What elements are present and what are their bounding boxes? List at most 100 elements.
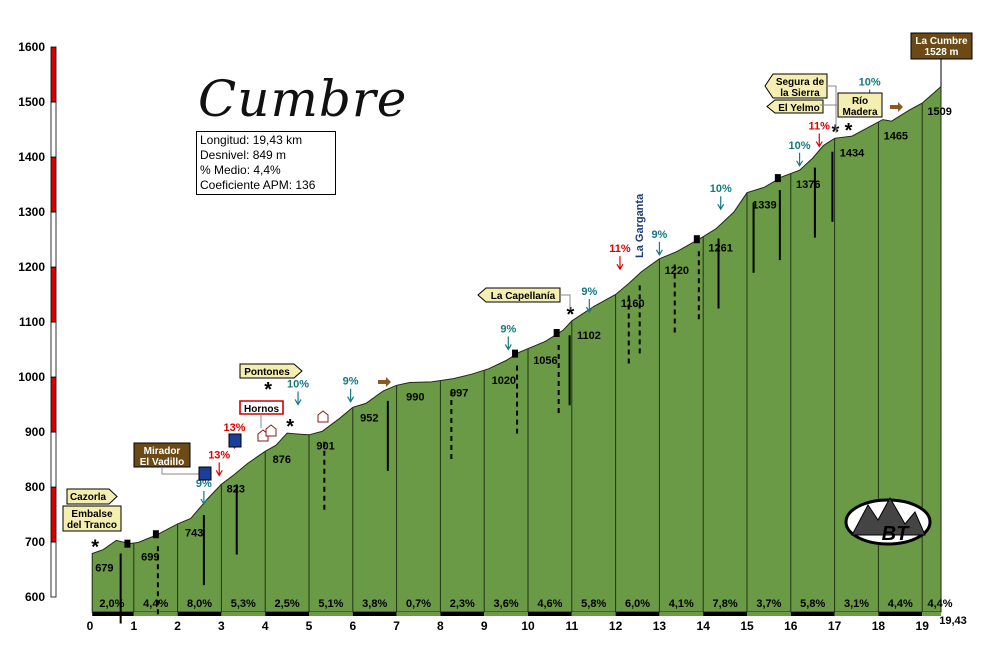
segment-grade-label: 8,0% bbox=[187, 598, 212, 610]
segment-grade-label: 4,1% bbox=[669, 598, 694, 610]
altitude-label: 876 bbox=[273, 454, 291, 466]
segment-grade-label: 7,8% bbox=[713, 598, 738, 610]
x-tick-label: 12 bbox=[609, 619, 623, 633]
altitude-label: 679 bbox=[95, 563, 113, 575]
stat-apm-coefficient: Coeficiente APM: 136 bbox=[200, 178, 316, 192]
altitude-label: 1465 bbox=[884, 130, 908, 142]
ramp-grade-label: 9% bbox=[500, 323, 516, 335]
ramp-grade-arrow bbox=[347, 388, 355, 403]
altitude-bar-segment bbox=[50, 266, 57, 323]
segment-grade-label: 5,8% bbox=[581, 598, 606, 610]
summit-star-icon: * bbox=[845, 120, 853, 142]
altitude-bar-segment bbox=[50, 101, 57, 158]
altitude-bar-segment bbox=[50, 376, 57, 433]
place-sign-label: El Yelmo bbox=[778, 103, 820, 114]
place-sign-label: Hornos bbox=[244, 404, 279, 415]
place-sign-shape bbox=[133, 442, 191, 468]
ramp-grade-label: 10% bbox=[859, 77, 881, 89]
segment-grade-label: 5,8% bbox=[800, 598, 825, 610]
segment-grade-label: 6,0% bbox=[625, 598, 650, 610]
place-sign-shape bbox=[766, 99, 824, 114]
y-tick-label: 600 bbox=[25, 590, 45, 604]
segment-grade-label: 2,3% bbox=[450, 598, 475, 610]
altitude-label: 743 bbox=[185, 527, 203, 539]
service-icon bbox=[198, 466, 212, 481]
base-strip-segment bbox=[615, 612, 660, 616]
segment-grade-label: 2,0% bbox=[99, 598, 124, 610]
ramp-grade-arrow bbox=[655, 241, 663, 257]
altitude-bar-segment bbox=[50, 211, 57, 268]
ramp-grade-arrow bbox=[796, 152, 804, 167]
summit-star-icon: * bbox=[286, 416, 294, 438]
place-sign-shape bbox=[62, 505, 122, 532]
x-tick-label: 13 bbox=[653, 619, 667, 633]
y-tick-label: 1400 bbox=[18, 150, 45, 164]
waypoint-flag-icon bbox=[553, 329, 560, 337]
altitude-label: 699 bbox=[141, 552, 159, 564]
sign-leader-line bbox=[161, 467, 200, 475]
ramp-grade-label: 13% bbox=[224, 422, 246, 434]
altitude-label: 1434 bbox=[840, 147, 865, 159]
segment-grade-label: 4,4% bbox=[927, 598, 952, 610]
ramp-grade-arrow bbox=[616, 256, 624, 271]
service-icon bbox=[228, 433, 242, 448]
ramp-grade-label: 10% bbox=[789, 140, 811, 152]
sign-leader-line bbox=[826, 85, 837, 133]
x-tick-label: 3 bbox=[218, 619, 225, 633]
altitude-label: 1261 bbox=[708, 242, 732, 254]
ramp-grade-arrow bbox=[215, 462, 223, 477]
y-tick-label: 800 bbox=[25, 480, 45, 494]
altitude-bar-segment bbox=[50, 321, 57, 378]
house-icon bbox=[317, 410, 329, 423]
ramp-grade-label: 10% bbox=[287, 378, 309, 390]
waypoint-flag-icon bbox=[693, 235, 700, 244]
sign-leader-line bbox=[560, 294, 571, 310]
base-strip-segment bbox=[177, 612, 222, 616]
y-tick-label: 700 bbox=[25, 535, 45, 549]
base-strip-segment bbox=[747, 612, 791, 616]
x-tick-label: 0 bbox=[87, 619, 94, 633]
altitude-bar-segment bbox=[50, 46, 57, 103]
profile-fill bbox=[91, 85, 942, 613]
base-strip-segment bbox=[396, 612, 441, 616]
stat-distance: Longitud: 19,43 km bbox=[200, 133, 303, 147]
x-tick-label: 11 bbox=[565, 619, 578, 633]
segment-grade-label: 5,3% bbox=[231, 598, 256, 610]
place-sign-label: Embalse del Tranco bbox=[67, 509, 117, 531]
ramp-grade-arrow bbox=[717, 196, 725, 211]
summit-sign-shape bbox=[910, 32, 973, 60]
altitude-label: 997 bbox=[450, 388, 468, 400]
place-vertical-label: La Garganta bbox=[634, 193, 646, 258]
x-tick-label: 19 bbox=[916, 619, 930, 633]
base-strip-segment bbox=[922, 612, 942, 616]
base-strip-segment bbox=[133, 612, 178, 616]
x-tick-label: 7 bbox=[393, 619, 400, 633]
x-tick-label: 6 bbox=[349, 619, 356, 633]
ramp-grade-label: 11% bbox=[609, 243, 631, 255]
segment-grade-label: 3,8% bbox=[362, 598, 387, 610]
y-tick-label: 1300 bbox=[18, 205, 45, 219]
ramp-grade-label: 9% bbox=[343, 376, 359, 388]
direction-arrow-icon bbox=[890, 102, 903, 112]
place-sign-shape bbox=[239, 400, 284, 415]
segment-grade-label: 3,1% bbox=[844, 598, 869, 610]
stat-average-grade: % Medio: 4,4% bbox=[200, 163, 281, 177]
place-sign-shape bbox=[764, 73, 828, 99]
place-sign-shape bbox=[477, 287, 561, 303]
base-strip-segment bbox=[484, 612, 528, 616]
chart-title: Cumbre bbox=[198, 70, 408, 128]
ramp-grade-arrow bbox=[200, 491, 208, 506]
x-tick-label: 16 bbox=[784, 619, 798, 633]
ramp-grade-label: 13% bbox=[208, 449, 230, 461]
chart-axes: 6007008009001000110012001300140015001600… bbox=[18, 40, 966, 633]
segment-grade-label: 5,1% bbox=[318, 598, 343, 610]
base-strip-segment bbox=[571, 612, 616, 616]
ramp-grade-label: 11% bbox=[809, 121, 831, 133]
altitude-bar-segment bbox=[50, 156, 57, 213]
summit-star-icon: * bbox=[264, 379, 272, 401]
place-sign-label: La Capellanía bbox=[491, 291, 556, 302]
place-sign-label: Segura de la Sierra bbox=[776, 77, 825, 99]
base-strip-segment bbox=[659, 612, 704, 616]
x-tick-label: 10 bbox=[521, 619, 535, 633]
